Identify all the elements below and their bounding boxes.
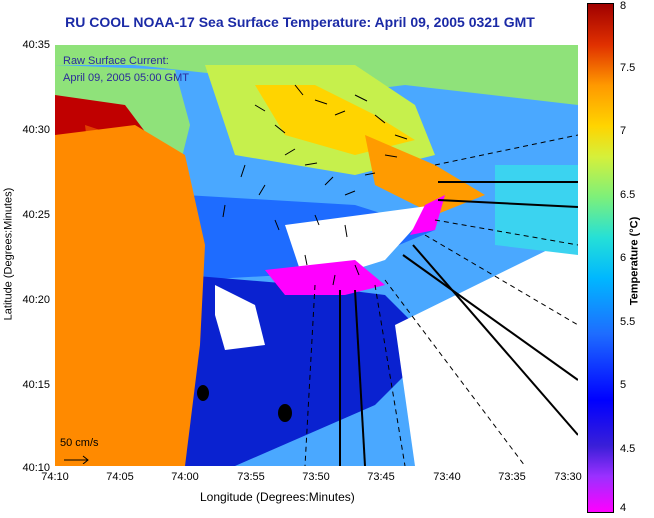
y-tick: 40:20 bbox=[22, 294, 50, 306]
colorbar-tick: 4.5 bbox=[620, 443, 636, 455]
map-title: RU COOL NOAA-17 Sea Surface Temperature:… bbox=[65, 14, 535, 30]
x-axis-title: Longitude (Degrees:Minutes) bbox=[200, 490, 355, 504]
x-tick: 74:10 bbox=[41, 471, 69, 483]
x-tick: 74:05 bbox=[106, 471, 134, 483]
raw-current-label: Raw Surface Current: April 09, 2005 05:0… bbox=[63, 53, 189, 87]
sst-map bbox=[55, 45, 578, 466]
scale-label: 50 cm/s bbox=[60, 437, 99, 449]
colorbar-tick: 6.5 bbox=[620, 189, 636, 201]
colorbar bbox=[587, 3, 614, 513]
colorbar-tick: 6 bbox=[620, 252, 627, 264]
x-tick: 73:45 bbox=[367, 471, 395, 483]
y-tick: 40:25 bbox=[22, 209, 50, 221]
y-tick: 40:35 bbox=[22, 39, 50, 51]
colorbar-tick: 5.5 bbox=[620, 316, 636, 328]
x-tick: 73:35 bbox=[498, 471, 526, 483]
x-tick: 73:40 bbox=[433, 471, 461, 483]
raw-current-title: Raw Surface Current: bbox=[63, 55, 169, 67]
x-tick: 74:00 bbox=[171, 471, 199, 483]
x-tick: 73:30 bbox=[554, 471, 582, 483]
colorbar-tick: 4 bbox=[620, 502, 627, 514]
raw-current-time: April 09, 2005 05:00 GMT bbox=[63, 72, 189, 84]
x-tick: 73:50 bbox=[302, 471, 330, 483]
colorbar-title: Temperature (°C) bbox=[628, 216, 641, 306]
y-tick: 40:30 bbox=[22, 124, 50, 136]
colorbar-tick: 5 bbox=[620, 379, 627, 391]
scale-arrow-icon bbox=[64, 455, 89, 464]
x-tick: 73:55 bbox=[237, 471, 265, 483]
colorbar-tick: 7 bbox=[620, 125, 627, 137]
colorbar-tick: 7.5 bbox=[620, 62, 636, 74]
colorbar-tick: 8 bbox=[620, 0, 627, 12]
y-tick: 40:10 bbox=[22, 462, 50, 474]
y-tick: 40:15 bbox=[22, 379, 50, 391]
